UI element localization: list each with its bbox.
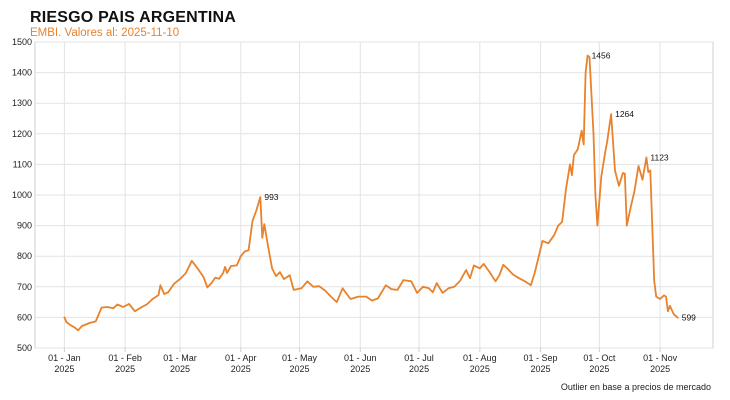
annotation-layer: 993 1456 1264 1123 599 (264, 50, 696, 322)
x-tick-label: 01 - Mar 2025 (163, 353, 197, 374)
y-tick-label: 1300 (12, 98, 32, 108)
y-tick-label: 500 (17, 343, 32, 353)
point-label: 1123 (650, 152, 669, 162)
point-label: 599 (682, 313, 696, 323)
y-tick-label: 1100 (13, 159, 32, 169)
x-tick-label: 01 - Aug 2025 (463, 353, 497, 374)
series-line (63, 54, 679, 332)
y-tick-label: 1500 (12, 37, 32, 47)
x-axis: 01 - Jan 2025 01 - Feb 2025 01 - Mar 2025 01 -… (48, 348, 678, 374)
point-label: 993 (264, 192, 278, 202)
point-label: 1456 (592, 50, 611, 60)
chart-title: RIESGO PAIS ARGENTINA (30, 9, 236, 26)
y-tick-label: 900 (17, 221, 32, 231)
y-axis: 500 600 700 800 900 1000 1100 1200 1300 1400 1500 (12, 37, 32, 353)
y-tick-label: 700 (17, 282, 32, 292)
x-tick-label: 01 - Sep 2025 (524, 353, 558, 374)
x-tick-label: 01 - Oct 2025 (583, 353, 616, 374)
y-tick-label: 1200 (12, 129, 32, 139)
y-tick-label: 1400 (12, 68, 32, 78)
x-tick-label: 01 - Nov 2025 (643, 353, 678, 374)
x-tick-label: 01 - Jul 2025 (404, 353, 434, 374)
x-tick-label: 01 - Feb 2025 (108, 353, 142, 374)
x-tick-label: 01 - Jun 2025 (344, 353, 377, 374)
point-label: 1264 (615, 109, 634, 119)
x-tick-label: 01 - May 2025 (282, 353, 318, 374)
y-tick-label: 600 (17, 312, 32, 322)
grid-layer (34, 41, 714, 349)
chart-subtitle: EMBI. Valores al: 2025-11-10 (30, 27, 180, 39)
x-tick-label: 01 - Jan 2025 (48, 353, 81, 374)
y-tick-label: 800 (17, 251, 32, 261)
x-tick-label: 01 - Apr 2025 (225, 353, 257, 374)
series-layer (63, 54, 679, 332)
y-tick-label: 1000 (12, 190, 32, 200)
footnote: Outlier en base a precios de mercado (560, 382, 711, 392)
